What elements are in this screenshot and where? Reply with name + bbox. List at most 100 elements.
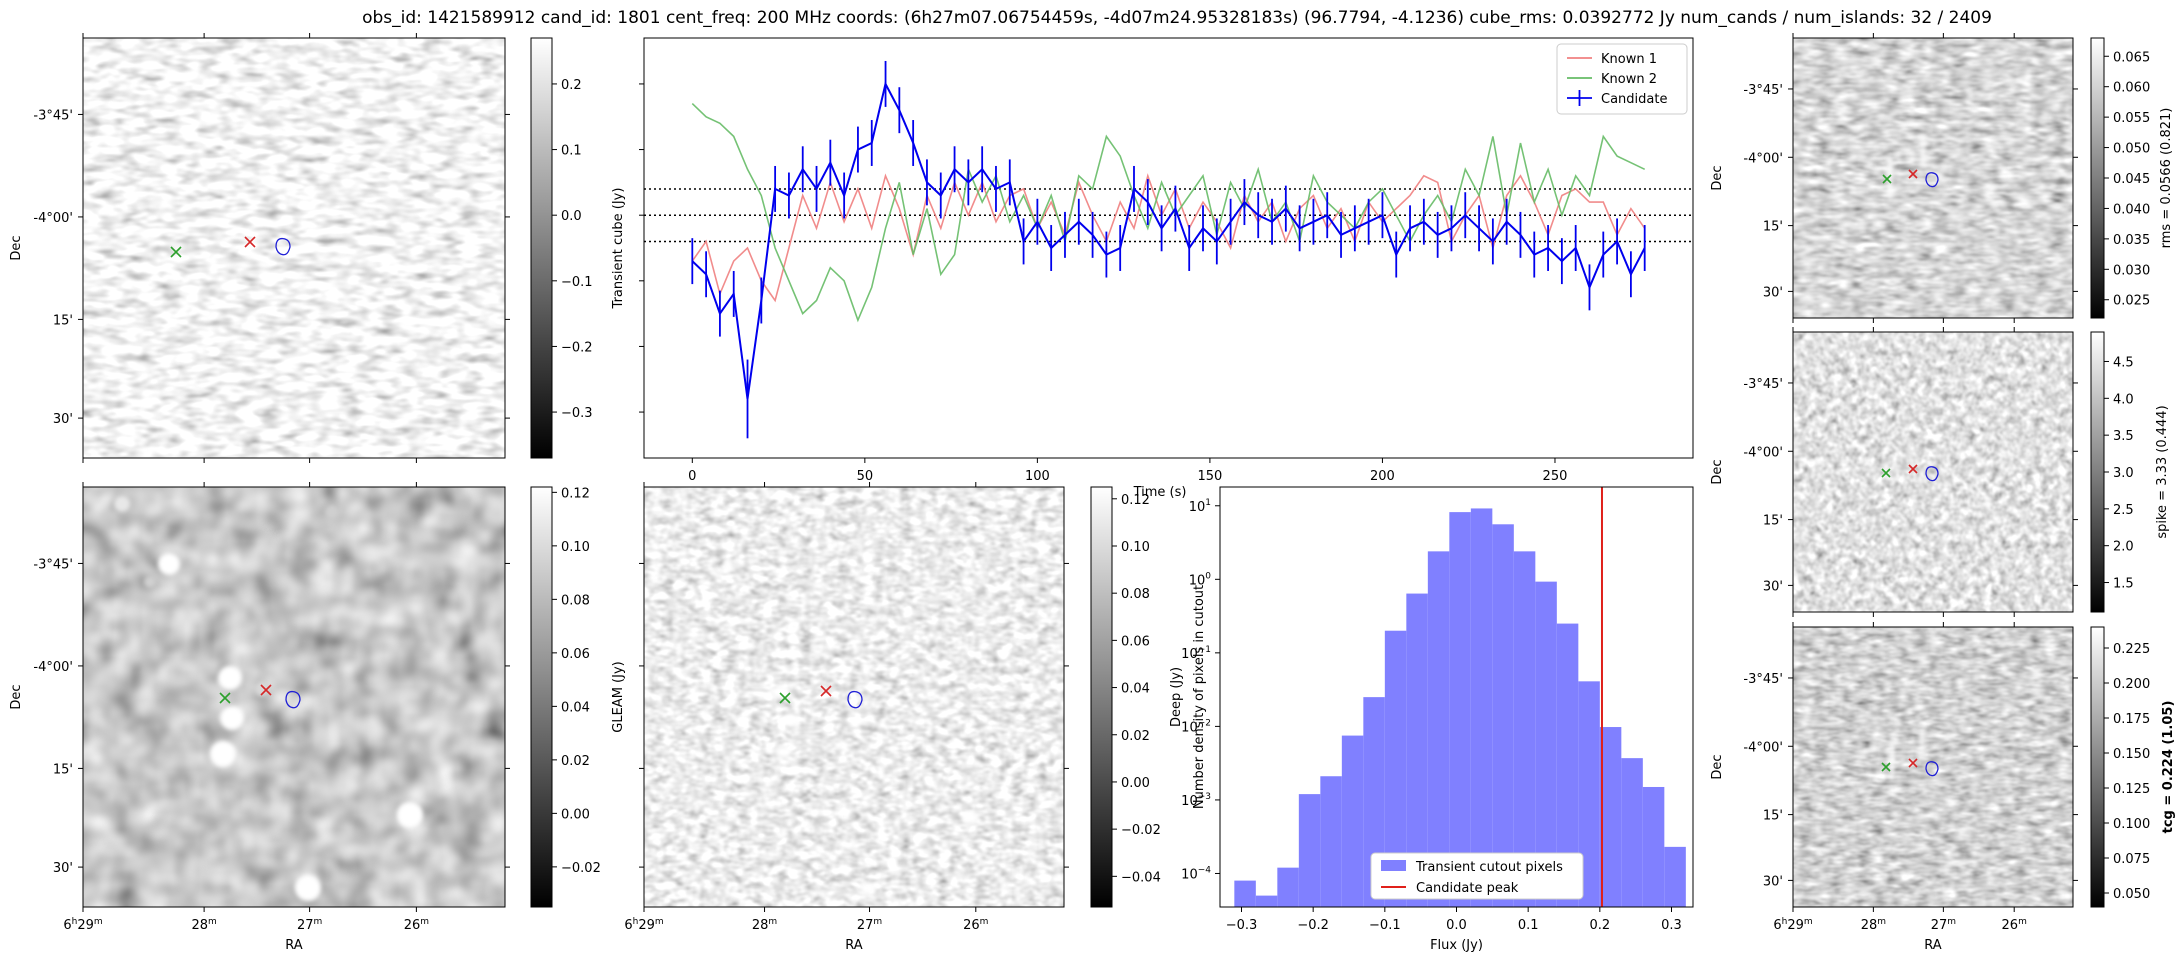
spike-dec-tick-label: 15' [1763,514,1783,529]
rms-dec-tick-label: -3°45' [1743,83,1783,98]
tcg-dec-tick-label: 15' [1763,809,1783,824]
known-1-red-x [1908,169,1918,179]
deep-image [644,487,1064,907]
histogram-legend: Transient cutout pixels Candidate peak [1370,852,1584,900]
tcg-ra-tick-label: 26m [2002,917,2027,933]
transient-colorbar-tick-label: −0.1 [561,275,593,290]
rms-colorbar-tick-label: 0.025 [2113,294,2150,309]
gleam-image [83,487,505,907]
candidate-blue-contour [1925,172,1939,188]
histogram-bar [1470,508,1493,907]
tcg-colorbar-tick-label: 0.175 [2113,712,2150,727]
deep-ra-tick-label: 28m [752,917,777,933]
histogram-xtick-label: 0.0 [1446,918,1467,933]
figure-title: obs_id: 1421589912 cand_id: 1801 cent_fr… [362,8,1992,28]
spike-colorbar [2090,331,2105,613]
legend-label: Candidate peak [1416,881,1519,896]
known-1-red-x [820,685,832,697]
gleam-dec-tick-label: -4°00' [33,660,73,675]
deep-colorbar-tick-label: −0.02 [1121,823,1161,838]
histogram-xtick-label: 0.3 [1661,918,1682,933]
tcg-image [1793,627,2073,907]
generated-layer: -3°45' -4°00' 15' 30' Dec -3°45' -4°00' 15' 30' 6… [9,33,2176,953]
deep-ra-tick-label: 26m [963,917,988,933]
histogram-ytick-label: 101 [1189,498,1211,515]
gleam-ra-tick-label: 6h29m [63,917,102,933]
panel-gleam-cutout [82,486,506,908]
transient-image [83,38,505,458]
legend-label: Known 1 [1601,52,1657,67]
deep-sources [723,559,979,894]
rms-dec-tick-label: -4°00' [1743,151,1783,166]
spike-colorbar-label: spike = 3.33 (0.444) [2155,405,2170,538]
gleam-colorbar-tick-label: 0.06 [561,647,590,662]
histogram-bar [1406,593,1428,907]
gleam-dec-tick-label: 15' [53,762,73,777]
light-curve-xtick-label: 200 [1370,469,1395,484]
histogram-bar [1556,623,1579,907]
tcg-colorbar-tick-label: 0.075 [2113,852,2150,867]
spike-colorbar-tick-label: 4.0 [2113,392,2134,407]
transient-colorbar-tick-label: 0.0 [561,209,582,224]
tcg-xlabel: RA [1924,938,1942,953]
legend-label: Candidate [1601,92,1667,107]
histogram-ytick-label: 100 [1189,571,1212,588]
spike-colorbar-tick-label: 3.0 [2113,466,2134,481]
histogram-xlabel: Flux (Jy) [1430,938,1483,953]
transient-colorbar-tick-label: −0.2 [561,340,593,355]
histogram-bar [1599,727,1622,907]
gleam-dec-tick-label: 30' [53,861,73,876]
gleam-sources [114,496,423,901]
gleam-ra-tick-label: 26m [404,917,429,933]
deep-colorbar-tick-label: 0.10 [1121,540,1150,555]
histogram-bar [1664,846,1686,907]
histogram-ytick-label: 10−1 [1181,645,1211,662]
tcg-dec-tick-label: -4°00' [1743,740,1783,755]
spike-image [1793,332,2073,612]
rms-colorbar-tick-label: 0.045 [2113,172,2150,187]
panel-tcg-cutout [1792,626,2074,908]
deep-colorbar-tick-label: 0.00 [1121,776,1150,791]
rms-dec-tick-label: 15' [1763,220,1783,235]
series-known-1 [691,173,1646,303]
transient-colorbar [530,37,553,459]
spike-colorbar-tick-label: 1.5 [2113,577,2134,592]
histogram-xtick-label: −0.2 [1297,918,1329,933]
spike-ylabel: Dec [1710,459,1725,484]
gleam-dec-tick-label: -3°45' [33,557,73,572]
histogram-bar [1535,581,1557,907]
light-curve-xtick-label: 100 [1025,469,1050,484]
tcg-ylabel: Dec [1710,754,1725,779]
deep-colorbar-tick-label: −0.04 [1121,870,1161,885]
rms-colorbar-tick-label: 0.050 [2113,142,2150,157]
deep-colorbar-tick-label: 0.06 [1121,634,1150,649]
rms-dec-tick-label: 30' [1763,285,1783,300]
known-2-green-x [219,692,231,704]
transient-colorbar-label: Transient cube (Jy) [611,188,626,310]
gleam-ra-tick-label: 27m [297,917,322,933]
histogram-xtick-label: −0.3 [1226,918,1258,933]
transient-dec-tick-label: -3°45' [33,108,73,123]
spike-colorbar-tick-label: 2.5 [2113,503,2134,518]
rms-colorbar-tick-label: 0.065 [2113,50,2150,65]
light-curve-legend: Known 1 Known 2 Candidate [1556,43,1688,115]
histogram-ytick-label: 10−2 [1181,718,1211,735]
light-curve-xtick-label: 50 [857,469,874,484]
known-2-green-x [1882,174,1892,184]
tcg-colorbar [2090,626,2105,908]
histogram-bar [1320,776,1342,907]
deep-colorbar-tick-label: 0.04 [1121,682,1150,697]
transient-dec-tick-label: 15' [53,313,73,328]
candidate-blue-contour [1925,761,1939,777]
gleam-xlabel: RA [285,938,303,953]
rms-colorbar-tick-label: 0.030 [2113,263,2150,278]
histogram-chart: −0.3 −0.2 −0.1 0.0 0.1 0.2 0.3 10−4 10−3 10−2 10−1… [1181,486,1694,953]
gleam-colorbar-tick-label: 0.02 [561,754,590,769]
histogram-bar [1513,551,1536,907]
panel-transient-cutout [82,37,506,459]
known-2-green-x [779,692,791,704]
light-curve-xtick-label: 150 [1197,469,1222,484]
histogram-bar [1341,735,1364,907]
tcg-ra-tick-label: 28m [1861,917,1886,933]
